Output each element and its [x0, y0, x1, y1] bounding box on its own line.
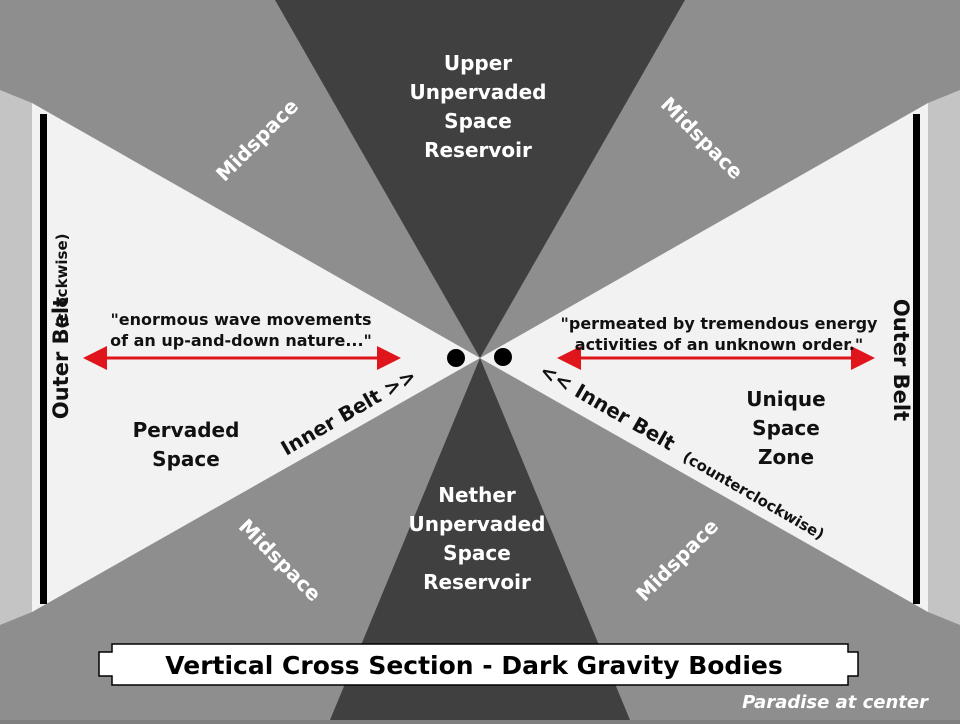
nether-reservoir-line-1: Nether — [438, 483, 516, 507]
nether-reservoir-line-3: Space — [443, 541, 511, 565]
pervaded-space-line-2: Space — [152, 447, 220, 471]
quote-left-line-1: "enormous wave movements — [110, 310, 371, 329]
midspace-upper-left — [0, 0, 480, 358]
dark-gravity-body-left — [447, 349, 465, 367]
nether-reservoir-line-4: Reservoir — [423, 570, 531, 594]
pervaded-space-line-1: Pervaded — [133, 418, 240, 442]
quote-left: "enormous wave movements of an up-and-do… — [110, 310, 372, 350]
upper-reservoir-line-2: Unpervaded — [410, 80, 547, 104]
dark-gravity-body-right — [494, 348, 512, 366]
title-banner-text: Vertical Cross Section - Dark Gravity Bo… — [165, 651, 782, 680]
outer-belt-bar-left — [40, 114, 47, 604]
midspace-lower-left — [0, 358, 480, 720]
upper-reservoir-line-1: Upper — [444, 51, 512, 75]
outer-band-left — [0, 90, 32, 625]
quote-left-line-2: of an up-and-down nature..." — [110, 331, 372, 350]
outer-band-right — [928, 90, 960, 625]
clockwise-label: (clockwise) — [53, 233, 71, 328]
quote-right-line-1: "permeated by tremendous energy — [561, 314, 879, 333]
quote-right-line-2: activities of an unknown order." — [575, 335, 863, 354]
unique-space-zone-line-2: Space — [752, 416, 820, 440]
pervaded-space-label: Pervaded Space — [133, 418, 240, 471]
unique-space-zone-label: Unique Space Zone — [746, 387, 825, 469]
midspace-upper-right — [480, 0, 960, 358]
footer-note: Paradise at center — [742, 692, 929, 713]
upper-reservoir-line-4: Reservoir — [424, 138, 532, 162]
outer-belt-label-left: Outer Belt — [49, 297, 73, 419]
nether-reservoir-region — [330, 358, 630, 720]
unique-space-zone-line-1: Unique — [746, 387, 825, 411]
outer-belt-label-right: Outer Belt — [889, 299, 913, 421]
upper-reservoir-region — [275, 0, 685, 358]
upper-reservoir-label: Upper Unpervaded Space Reservoir — [410, 51, 547, 162]
upper-reservoir-line-3: Space — [444, 109, 512, 133]
unique-space-zone-line-3: Zone — [758, 445, 814, 469]
midspace-lower-right — [480, 358, 960, 720]
title-banner-frame — [98, 643, 859, 686]
nether-reservoir-label: Nether Unpervaded Space Reservoir — [409, 483, 546, 594]
nether-reservoir-line-2: Unpervaded — [409, 512, 546, 536]
quote-right: "permeated by tremendous energy activiti… — [561, 314, 879, 354]
outer-belt-bar-right — [913, 114, 920, 604]
